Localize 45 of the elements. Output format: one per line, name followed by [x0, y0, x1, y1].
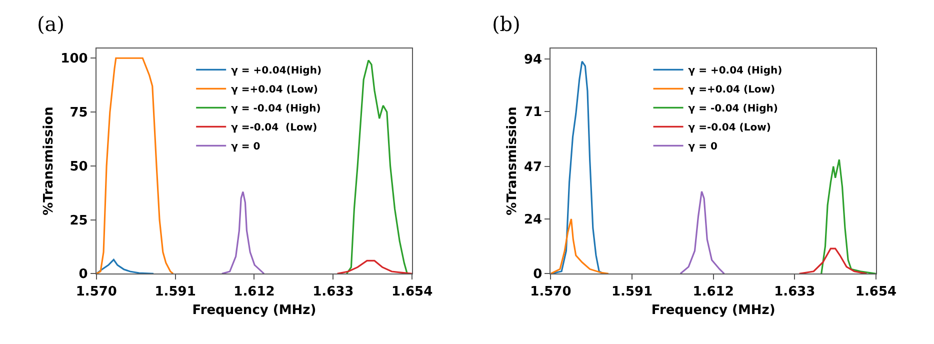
line-series: [96, 57, 174, 274]
y-axis-title: %Transmission: [42, 106, 57, 216]
x-tick-label: 1.654: [855, 284, 897, 300]
legend-label: γ =-0.04 (Low): [688, 122, 771, 134]
x-tick-label: 1.612: [692, 284, 734, 300]
x-tick-label: 1.591: [154, 284, 196, 300]
line-series: [798, 248, 868, 274]
y-tick-label: 75: [70, 106, 88, 121]
y-tick-label: 0: [533, 267, 542, 282]
legend-label: γ = 0: [231, 142, 260, 153]
y-tick-label: 100: [60, 52, 88, 67]
line-series: [96, 258, 154, 274]
x-tick-label: 1.654: [391, 284, 433, 300]
y-tick-label: 0: [78, 267, 88, 282]
y-tick-label: 47: [524, 160, 542, 175]
x-tick-label: 1.591: [611, 284, 653, 300]
legend-label: γ = +0.04 (High): [688, 66, 782, 77]
x-axis-title: Frequency (MHz): [651, 302, 776, 318]
x-axis-title: Frequency (MHz): [192, 302, 316, 318]
legend-label: γ = 0: [688, 142, 718, 153]
x-tick-label: 1.570: [530, 284, 572, 300]
x-tick-label: 1.633: [312, 284, 354, 300]
legend-label: γ =+0.04 (Low): [688, 84, 776, 96]
y-tick-label: 94: [524, 52, 542, 68]
y-tick-label: 50: [70, 159, 88, 174]
legend-label: γ =-0.04 (Low): [231, 122, 318, 134]
x-tick-label: 1.570: [76, 284, 117, 300]
x-tick-label: 1.612: [234, 284, 275, 300]
x-tick-label: 1.633: [774, 284, 816, 300]
line-series: [346, 59, 408, 274]
line-series: [336, 260, 412, 274]
chart-title: (a): [37, 12, 65, 36]
line-series: [550, 218, 610, 274]
line-series: [820, 158, 876, 274]
y-axis-title: %Transmission: [504, 106, 520, 216]
chart-title: (b): [492, 12, 520, 36]
y-tick-label: 24: [524, 212, 542, 228]
line-series: [221, 190, 265, 274]
legend-label: γ =+0.04 (Low): [231, 84, 318, 96]
y-tick-label: 25: [70, 213, 88, 228]
legend-label: γ = -0.04 (High): [688, 104, 778, 115]
y-tick-label: 71: [524, 105, 542, 120]
legend-label: γ = +0.04(High): [231, 66, 322, 77]
line-series: [680, 190, 725, 274]
legend-label: γ = -0.04 (High): [231, 104, 321, 115]
